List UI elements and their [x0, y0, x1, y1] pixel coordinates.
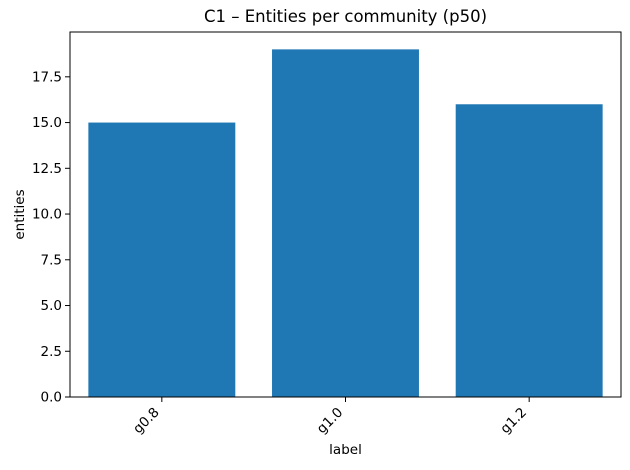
x-axis-label: label — [329, 442, 362, 458]
y-tick-label: 5.0 — [41, 298, 62, 314]
x-tick-label: g1.0 — [314, 405, 347, 438]
bar-g0.8 — [88, 122, 236, 397]
y-tick-label: 0.0 — [41, 390, 62, 406]
bar-g1.2 — [455, 104, 603, 398]
plot-area: 0.0 2.5 5.0 7.5 10.0 12.5 15.0 17.5 g0.8 g1.0 g1.2 — [32, 31, 622, 438]
y-tick-label: 15.0 — [32, 115, 62, 131]
y-tick-label: 2.5 — [41, 344, 62, 360]
x-tick-label: g0.8 — [130, 405, 163, 438]
bar-g1.0 — [272, 49, 419, 397]
y-tick-label: 7.5 — [41, 252, 62, 268]
y-tick-label: 12.5 — [32, 161, 62, 177]
y-axis-label: entities — [12, 189, 28, 239]
y-tick-label: 10.0 — [32, 207, 62, 223]
x-tick-label: g1.2 — [497, 405, 530, 438]
y-tick-label: 17.5 — [32, 69, 62, 85]
chart-title: C1 – Entities per community (p50) — [204, 7, 487, 26]
